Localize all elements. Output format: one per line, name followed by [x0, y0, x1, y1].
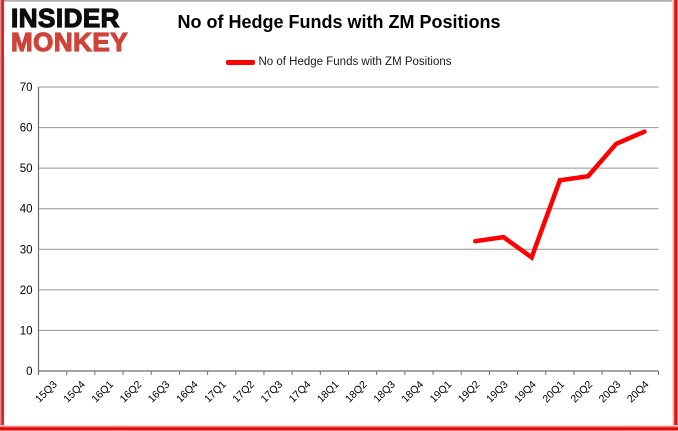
y-axis-tick-label: 0	[26, 366, 32, 378]
x-axis-tick-label: 20Q2	[569, 379, 596, 406]
x-axis-tick-label: 17Q1	[202, 379, 229, 406]
frame-border-top	[0, 0, 678, 2]
legend-label: No of Hedge Funds with ZM Positions	[258, 56, 452, 68]
x-axis-tick-label: 16Q3	[146, 379, 173, 406]
x-axis-tick-label: 19Q3	[484, 379, 511, 406]
x-axis-tick-label: 17Q2	[230, 379, 257, 406]
y-axis-tick-label: 50	[20, 163, 33, 175]
x-axis-tick-label: 15Q3	[33, 379, 60, 406]
legend-line-swatch	[226, 59, 256, 65]
x-axis-tick-label: 15Q4	[61, 379, 88, 406]
x-axis-tick-label: 17Q3	[259, 379, 286, 406]
frame-border-bottom	[0, 425, 678, 431]
x-axis-tick-label: 19Q4	[512, 379, 539, 406]
series-line	[473, 129, 647, 261]
x-axis-tick-label: 20Q3	[597, 379, 624, 406]
x-axis-tick-label: 16Q4	[174, 379, 201, 406]
logo-text-monkey: MONKEY	[10, 26, 129, 57]
x-axis-tick-label: 18Q1	[315, 379, 342, 406]
x-axis-tick-label: 18Q4	[399, 379, 426, 406]
y-axis-tick-label: 70	[20, 82, 33, 94]
frame-border-left	[0, 0, 4, 431]
legend: No of Hedge Funds with ZM Positions	[0, 56, 678, 68]
x-axis-tick-label: 20Q1	[540, 379, 567, 406]
y-axis-tick-label: 60	[20, 123, 33, 135]
insider-monkey-logo: INSIDER MONKEY	[10, 3, 129, 57]
x-axis-tick-label: 18Q2	[343, 379, 370, 406]
x-axis-tick-label: 16Q2	[118, 379, 145, 406]
chart-title: No of Hedge Funds with ZM Positions	[177, 12, 501, 32]
y-axis-tick-label: 40	[20, 204, 33, 216]
y-axis-tick-label: 10	[20, 325, 33, 337]
x-axis-tick-label: 19Q2	[456, 379, 483, 406]
logo-text-insider: INSIDER	[10, 3, 120, 33]
y-axis-tick-label: 20	[20, 285, 33, 297]
y-axis-tick-label: 30	[20, 244, 33, 256]
x-axis-tick-label: 20Q4	[625, 379, 652, 406]
x-axis-tick-label: 17Q4	[287, 379, 314, 406]
x-axis-tick-label: 19Q1	[428, 379, 455, 406]
x-axis-tick-label: 18Q3	[371, 379, 398, 406]
x-axis-tick-label: 16Q1	[89, 379, 116, 406]
frame-border-right	[672, 0, 678, 431]
